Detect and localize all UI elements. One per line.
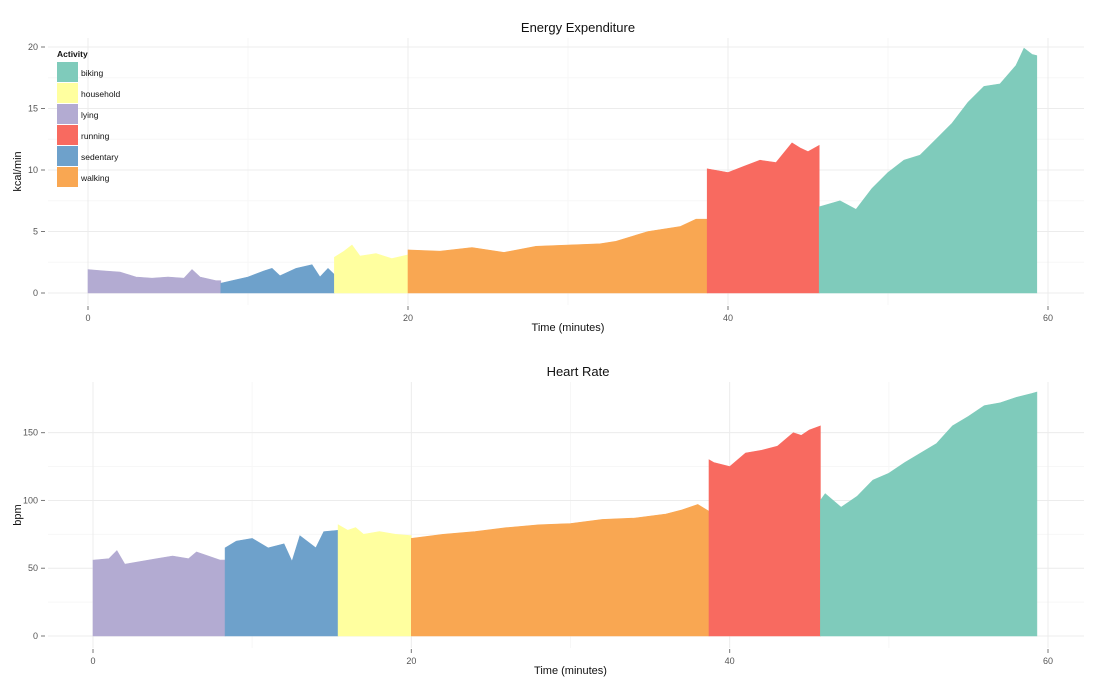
- area-biking: [820, 391, 1038, 637]
- x-tick-label: 40: [723, 313, 733, 323]
- legend: Activity biking household lying running seden…: [57, 49, 121, 187]
- legend-item-walking: walking: [57, 167, 110, 187]
- x-tick-label: 0: [90, 656, 95, 666]
- x-axis-label: Time (minutes): [534, 665, 607, 677]
- legend-item-household: household: [57, 83, 121, 103]
- area-walking: [407, 218, 708, 294]
- area-walking: [411, 504, 710, 637]
- legend-item-biking: biking: [57, 62, 103, 82]
- x-tick-label: 60: [1043, 656, 1053, 666]
- chart-title: Heart Rate: [547, 364, 610, 379]
- legend-item-sedentary: sedentary: [57, 146, 119, 166]
- legend-label: biking: [81, 68, 103, 78]
- legend-label: household: [81, 89, 121, 99]
- x-tick-label: 60: [1043, 313, 1053, 323]
- y-tick-label: 150: [23, 428, 38, 438]
- y-tick-label: 5: [33, 227, 38, 237]
- legend-swatch-household: [57, 83, 78, 103]
- area-lying: [92, 550, 226, 637]
- legend-label: lying: [81, 110, 99, 120]
- y-axis-label: bpm: [12, 504, 24, 525]
- y-axis-label: kcal/min: [12, 151, 24, 191]
- legend-swatch-biking: [57, 62, 78, 82]
- legend-item-running: running: [57, 125, 110, 145]
- area-running: [708, 425, 821, 637]
- area-household: [337, 524, 412, 637]
- chart-panel-1: 0 20 40 60 0 5 10 15 20 Energy Expenditure Time (m…: [12, 20, 1084, 334]
- y-tick-label: 0: [33, 631, 38, 641]
- legend-label: walking: [80, 173, 110, 183]
- area-running: [706, 142, 820, 294]
- x-tick-label: 0: [85, 313, 90, 323]
- y-tick-label: 15: [28, 104, 38, 114]
- legend-title: Activity: [57, 49, 88, 59]
- legend-label: sedentary: [81, 152, 119, 162]
- legend-swatch-sedentary: [57, 146, 78, 166]
- legend-item-lying: lying: [57, 104, 99, 124]
- y-tick-label: 50: [28, 563, 38, 573]
- legend-label: running: [81, 131, 110, 141]
- legend-swatch-walking: [57, 167, 78, 187]
- legend-swatch-lying: [57, 104, 78, 124]
- legend-swatch-running: [57, 125, 78, 145]
- area-sedentary: [224, 529, 339, 637]
- y-tick-label: 10: [28, 165, 38, 175]
- x-tick-label: 20: [403, 313, 413, 323]
- x-tick-label: 20: [406, 656, 416, 666]
- x-axis-label: Time (minutes): [532, 322, 605, 334]
- y-tick-label: 100: [23, 495, 38, 505]
- area-household: [334, 244, 409, 294]
- chart-panel-2: 0 20 40 60 0 50 100 150 Heart Rate Time (minutes)…: [12, 364, 1084, 677]
- y-tick-label: 0: [33, 288, 38, 298]
- area-lying: [87, 269, 222, 294]
- x-tick-label: 40: [725, 656, 735, 666]
- area-sedentary: [220, 264, 335, 294]
- y-tick-label: 20: [28, 42, 38, 52]
- area-biking: [818, 47, 1038, 294]
- chart-title: Energy Expenditure: [521, 20, 635, 35]
